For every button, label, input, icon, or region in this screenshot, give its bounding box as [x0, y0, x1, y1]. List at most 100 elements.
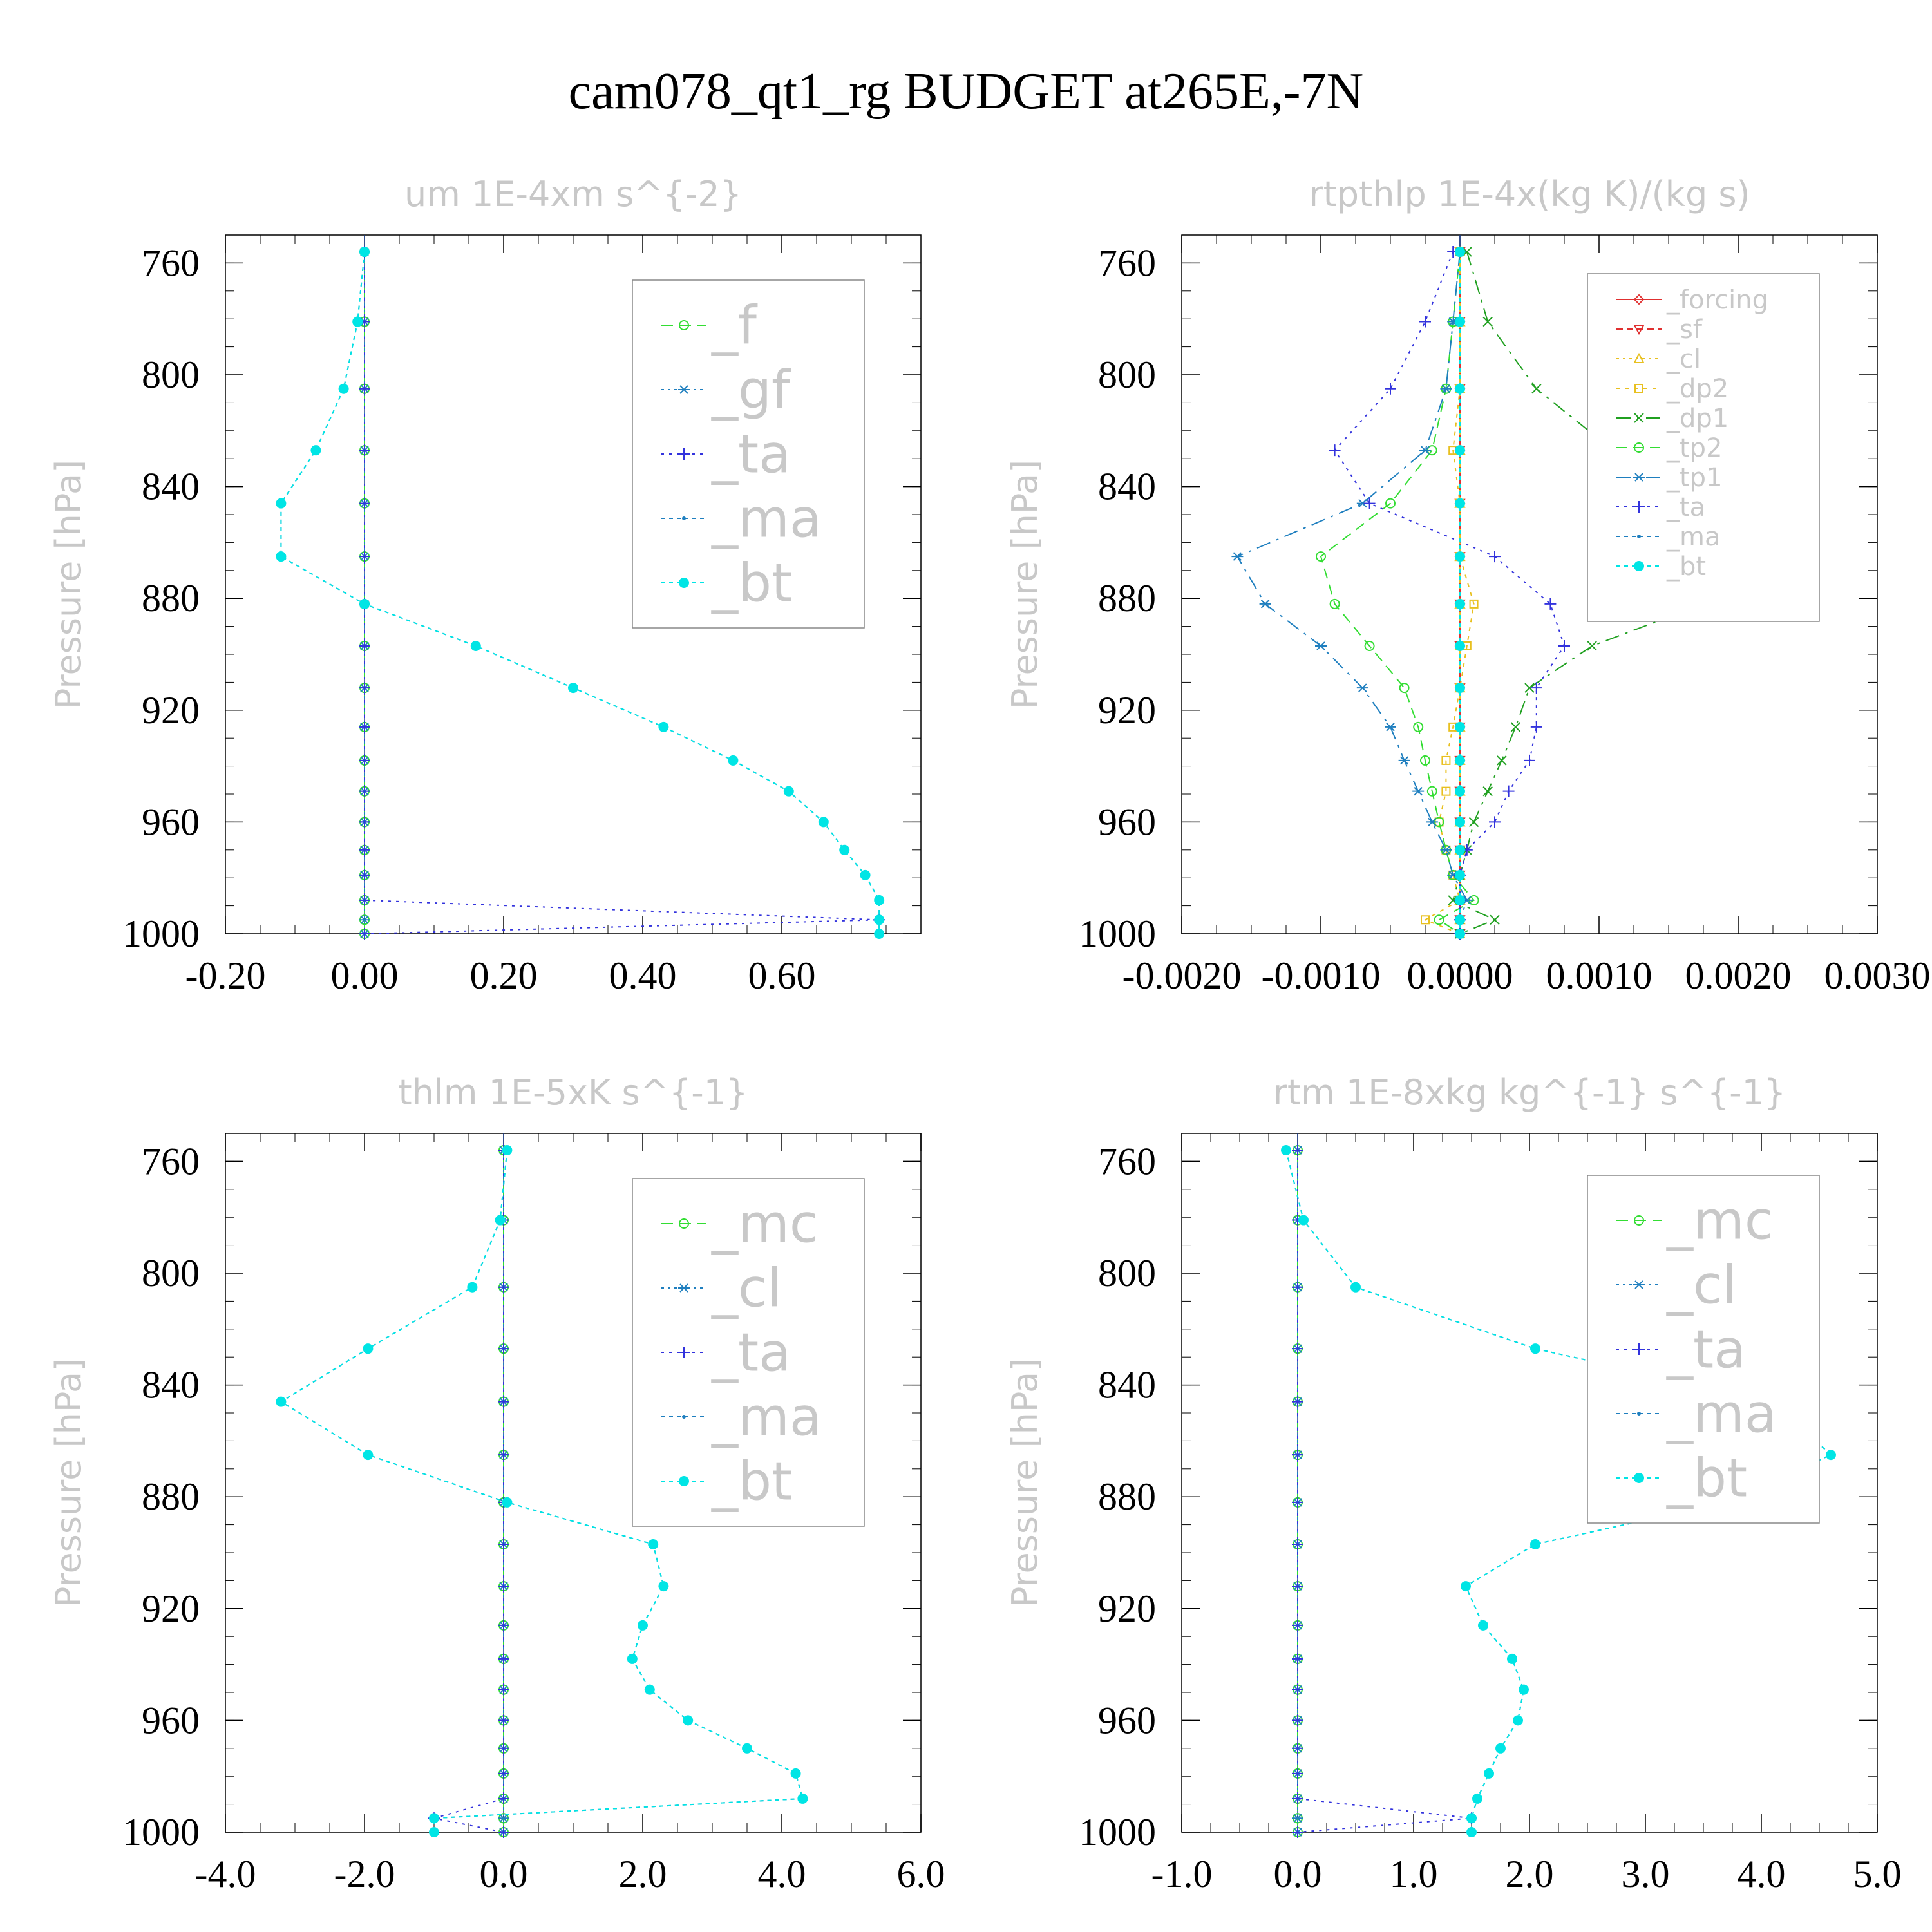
legend-marker — [1633, 352, 1645, 363]
data-point — [359, 444, 370, 457]
data-point — [1524, 754, 1535, 766]
data-point — [498, 1714, 509, 1727]
data-point — [1292, 1538, 1303, 1550]
data-point — [839, 844, 850, 855]
data-point — [860, 869, 871, 880]
data-point — [359, 894, 370, 906]
x-tick-label: 0.0030 — [1824, 954, 1931, 997]
y-tick-label: 960 — [1098, 800, 1156, 843]
legend-marker — [1634, 384, 1643, 393]
data-point — [359, 754, 370, 766]
data-point — [359, 598, 370, 609]
data-point — [1385, 498, 1396, 509]
data-point — [310, 445, 321, 456]
data-point — [359, 551, 370, 563]
x-tick-label: 0.00 — [331, 954, 399, 997]
data-point — [1455, 551, 1465, 562]
series-line — [280, 251, 880, 934]
data-point — [1455, 598, 1465, 609]
data-point — [1530, 1343, 1540, 1354]
data-point — [1490, 914, 1500, 925]
data-point — [1398, 756, 1410, 765]
legend-marker — [679, 1476, 689, 1486]
data-point — [1292, 1580, 1303, 1593]
data-point — [1420, 755, 1430, 766]
data-point — [498, 1449, 509, 1461]
data-point — [568, 683, 578, 694]
data-point — [1292, 1792, 1303, 1804]
y-tick-label: 1000 — [1079, 1811, 1156, 1853]
legend-marker — [1634, 1215, 1644, 1226]
data-point — [1399, 683, 1410, 694]
data-point — [1497, 755, 1507, 766]
y-tick-label: 920 — [1098, 689, 1156, 732]
data-point — [1469, 599, 1479, 609]
data-point — [1519, 1684, 1529, 1695]
data-point — [429, 1827, 439, 1837]
data-point — [498, 1396, 509, 1408]
data-point — [498, 1580, 509, 1593]
data-point — [1531, 383, 1542, 394]
data-point — [359, 869, 370, 881]
y-tick-label: 920 — [1098, 1587, 1156, 1630]
y-tick-label: 960 — [1098, 1699, 1156, 1741]
data-point — [359, 383, 370, 395]
legend-label: _mc — [711, 1194, 819, 1255]
data-point — [1455, 844, 1465, 855]
legend-marker — [678, 385, 690, 394]
data-point — [1507, 1653, 1517, 1664]
data-point — [1587, 641, 1597, 651]
data-point — [1455, 247, 1465, 258]
data-point — [359, 785, 370, 797]
data-point — [1455, 683, 1465, 694]
y-tick-label: 920 — [142, 1587, 200, 1630]
data-point — [1530, 682, 1542, 694]
y-tick-label: 800 — [142, 354, 200, 396]
legend-label: _tp2 — [1666, 433, 1723, 463]
legend-label: _bt — [1666, 1448, 1747, 1510]
legend-marker — [1633, 501, 1645, 513]
y-tick-label: 840 — [1098, 466, 1156, 508]
legend-marker — [1634, 413, 1644, 423]
data-point — [1426, 786, 1437, 797]
data-point — [1421, 915, 1430, 925]
legend-marker — [1637, 1412, 1641, 1416]
data-point — [638, 1620, 648, 1631]
y-tick-label: 960 — [142, 1699, 200, 1741]
data-point — [627, 1653, 638, 1664]
data-point — [1412, 786, 1425, 796]
series-line — [1236, 251, 1468, 934]
y-tick-label: 840 — [142, 466, 200, 508]
panel-title: rtm 1E-8xkg kg^{-1} s^{-1} — [1273, 1072, 1786, 1113]
data-point — [359, 721, 370, 733]
data-point — [1544, 598, 1557, 610]
data-point — [648, 1539, 659, 1549]
legend: _f_gf_ta_ma_bt — [632, 279, 865, 629]
legend-marker — [1634, 442, 1644, 453]
data-point — [1329, 444, 1341, 457]
data-point — [790, 1768, 801, 1779]
y-tick-label: 880 — [1098, 577, 1156, 620]
data-point — [1482, 316, 1493, 327]
legend-marker — [1633, 1280, 1645, 1289]
data-point — [1489, 816, 1501, 828]
data-point — [498, 1742, 509, 1754]
data-point — [1292, 1767, 1303, 1779]
data-point — [1281, 1145, 1291, 1156]
data-point — [1468, 817, 1479, 828]
data-point — [502, 1497, 513, 1508]
y-tick-label: 840 — [142, 1364, 200, 1406]
legend-label: _cl — [711, 1258, 782, 1320]
y-axis-label: Pressure [hPa] — [1005, 460, 1045, 709]
x-tick-label: -0.20 — [185, 954, 266, 997]
x-tick-label: -4.0 — [195, 1853, 256, 1895]
data-point — [1455, 786, 1465, 797]
data-point — [276, 1396, 287, 1407]
chart-panel-1: um 1E-4xm s^{-2} Pressure [hPa] 760 800 840 8… — [48, 174, 922, 997]
series-ta — [1292, 1144, 1477, 1838]
data-point — [1478, 1620, 1488, 1631]
data-point — [1356, 683, 1368, 692]
data-point — [1363, 497, 1376, 509]
data-point — [1489, 551, 1501, 563]
legend-label: _ta — [1666, 1320, 1746, 1381]
